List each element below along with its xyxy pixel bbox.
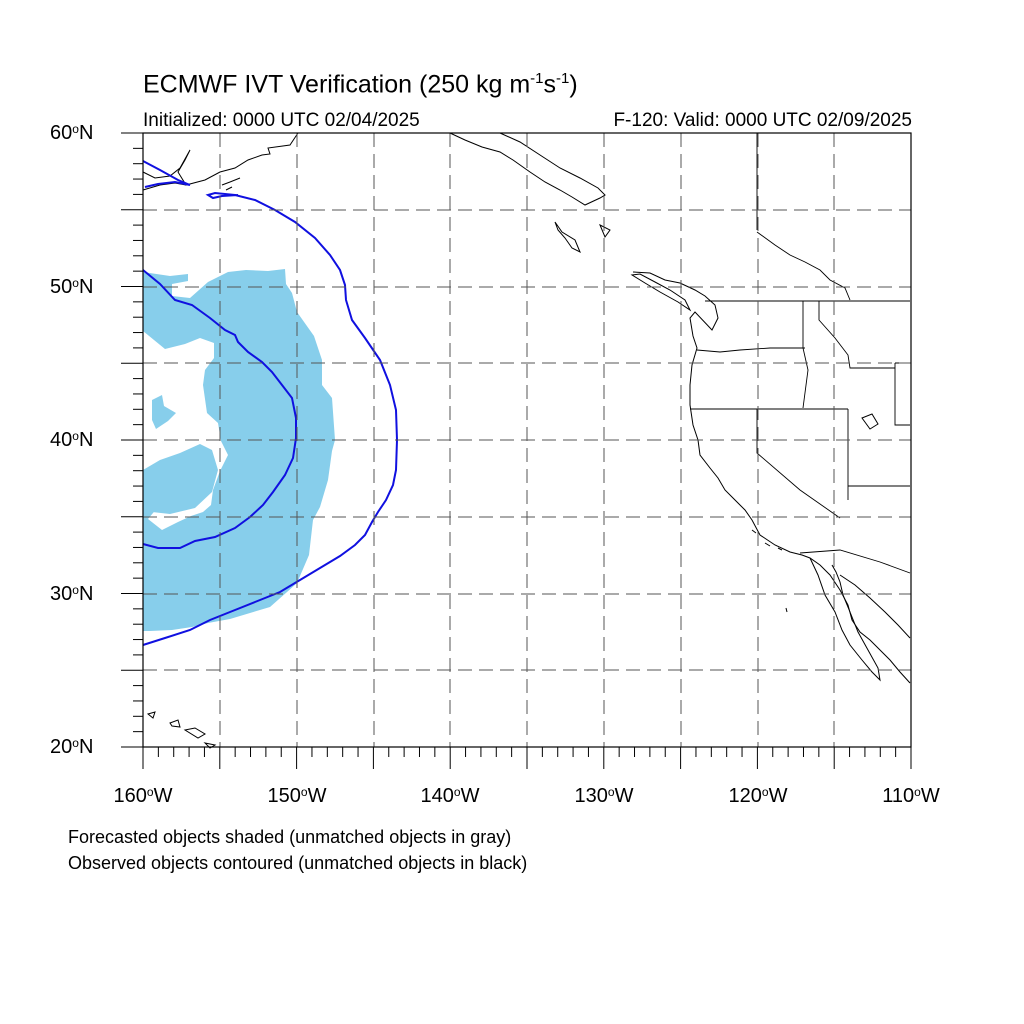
lat-label-40n: 40oN — [50, 429, 94, 451]
hawaii-islands — [146, 711, 217, 749]
id-border — [802, 301, 809, 409]
forecast-shaded-area — [143, 269, 335, 631]
great-salt-lake — [861, 413, 879, 430]
map-title: ECMWF IVT Verification (250 kg m-1s-1) — [143, 70, 578, 99]
legend-forecast: Forecasted objects shaded (unmatched obj… — [68, 827, 512, 847]
political-boundaries — [690, 133, 911, 574]
grid-lines — [143, 133, 911, 747]
title-suffix: ) — [569, 70, 578, 99]
legend-observed: Observed objects contoured (unmatched ob… — [68, 853, 528, 873]
title-exponent-1: -1 — [530, 70, 544, 87]
title-unit: s — [543, 70, 557, 99]
observed-contour-outer — [142, 191, 399, 646]
gulf-coast-mexico — [839, 574, 911, 639]
forecast-hole-fill — [143, 444, 218, 514]
observed-contour-top — [142, 160, 191, 188]
mt-border — [818, 301, 895, 369]
lon-label-160w: 160oW — [113, 785, 173, 807]
initialized-time: Initialized: 0000 UTC 02/04/2025 — [143, 110, 420, 131]
alaska-coast — [142, 132, 299, 186]
gulf-islands — [751, 529, 788, 613]
us-mexico-border — [799, 549, 911, 574]
baja-california — [809, 557, 881, 682]
lat-label-30n: 30oN — [50, 583, 94, 605]
bc-islands — [554, 221, 611, 254]
lon-label-150w: 150oW — [267, 785, 327, 807]
observed-objects — [142, 160, 399, 646]
wa-or-border — [696, 347, 805, 353]
lon-label-120w: 120oW — [728, 785, 788, 807]
lat-label-50n: 50oN — [50, 276, 94, 298]
valid-time: F-120: Valid: 0000 UTC 02/09/2025 — [613, 110, 912, 131]
lon-label-130w: 130oW — [574, 785, 634, 807]
observed-contour-inner — [142, 269, 297, 549]
lat-label-20n: 20oN — [50, 736, 94, 758]
wy-border — [894, 362, 910, 426]
lon-label-110w: 110oW — [882, 785, 940, 807]
lon-label-140w: 140oW — [420, 785, 480, 807]
title-text: ECMWF IVT Verification (250 kg m — [143, 70, 531, 99]
pacific-nw-coast — [449, 132, 606, 206]
title-exponent-2: -1 — [556, 70, 570, 87]
canada-provinces — [756, 231, 851, 301]
lat-label-60n: 60oN — [50, 122, 94, 144]
ca-nv-border — [756, 409, 841, 519]
west-coast — [632, 271, 911, 684]
axis-ticks — [121, 132, 912, 769]
forecast-object — [143, 269, 335, 631]
